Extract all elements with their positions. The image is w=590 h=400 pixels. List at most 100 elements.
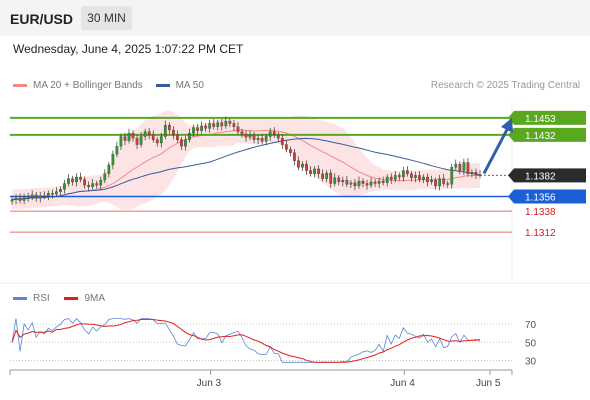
candle-body: [220, 122, 224, 127]
legend-swatch-rsi: [13, 296, 27, 300]
candle-body: [91, 183, 95, 187]
candle-body: [309, 170, 312, 174]
candle-body: [293, 152, 296, 161]
ma50-line: [11, 137, 481, 201]
candle-body: [373, 181, 377, 184]
candle-body: [176, 134, 179, 140]
candle-body: [55, 191, 58, 195]
candle-body: [99, 180, 103, 186]
candle-body: [135, 137, 139, 145]
candle-body: [252, 134, 256, 140]
candle-body: [46, 193, 50, 197]
candle-body: [95, 183, 99, 186]
price-badge-1.1453: [514, 110, 586, 125]
candle-body: [240, 131, 244, 135]
candle-body: [329, 172, 333, 184]
time-tick-label-Jun 4: Jun 4: [390, 378, 415, 389]
candle-body: [289, 149, 292, 153]
candle-body: [397, 175, 401, 178]
candle-body: [172, 129, 175, 136]
legend-ma20-label: MA 20 + Bollinger Bands: [33, 80, 143, 91]
candle-body: [357, 180, 361, 187]
candle-body: [478, 174, 482, 176]
candle-body: [212, 123, 216, 127]
candle-body: [167, 124, 171, 131]
candle-body: [276, 134, 280, 139]
candle-body: [446, 183, 450, 185]
candle-body: [22, 196, 26, 201]
candle-body: [216, 122, 220, 127]
candle-body: [14, 197, 18, 200]
candle-body: [67, 178, 70, 184]
candle-body: [313, 168, 316, 174]
candle-body: [131, 133, 135, 139]
legend-swatch-ma20: [13, 83, 27, 87]
candle-body: [139, 136, 143, 145]
price-label-1.1453: 1.1453: [525, 114, 556, 125]
candle-body: [381, 180, 385, 183]
rsi-line: [11, 318, 481, 363]
candle-body: [353, 182, 357, 187]
candle-body: [111, 154, 115, 166]
price-label-1.1432: 1.1432: [525, 131, 556, 142]
timeframe-badge[interactable]: 30 MIN: [81, 6, 132, 30]
candle-body: [42, 195, 46, 197]
candle-body: [75, 176, 78, 183]
candle-body: [430, 180, 433, 183]
legend-rsi-label: RSI: [33, 293, 50, 304]
candle-body: [18, 197, 22, 201]
candle-body: [410, 173, 413, 178]
candle-body: [325, 172, 329, 179]
candle-body: [180, 139, 183, 147]
candle-body: [268, 131, 272, 137]
forecast-arrow-shaft: [482, 125, 511, 175]
price-label-1.1382: 1.1382: [525, 171, 556, 182]
candle-body: [466, 162, 470, 174]
candle-body: [345, 180, 349, 185]
candle-body: [401, 170, 405, 178]
candle-body: [119, 136, 123, 147]
candle-body: [361, 180, 365, 184]
price-pointer-1.1453: [508, 110, 514, 125]
candle-body: [184, 139, 187, 147]
candle-body: [256, 137, 260, 140]
candle-body: [470, 172, 474, 174]
candle-body: [462, 162, 466, 171]
candle-body: [349, 182, 353, 185]
candle-body: [228, 120, 232, 124]
candle-body: [385, 176, 389, 183]
forecast-arrowhead: [501, 117, 513, 133]
credit-text: Research © 2025 Trading Central: [430, 80, 580, 91]
candle-body: [10, 199, 14, 202]
candle-body: [103, 173, 107, 181]
candle-body: [79, 176, 82, 180]
candle-body: [458, 163, 462, 171]
candle-body: [87, 184, 91, 187]
candle-body: [284, 144, 288, 150]
candle-body: [159, 136, 163, 144]
candle-body: [260, 137, 264, 142]
candle-body: [83, 179, 86, 186]
candle-body: [422, 176, 425, 180]
candle-body: [369, 181, 373, 186]
candle-body: [248, 134, 252, 138]
candle-body: [26, 196, 30, 198]
time-tick-label-Jun 3: Jun 3: [197, 378, 222, 389]
rsi-tick-30: 30: [525, 356, 537, 367]
candle-body: [115, 146, 119, 155]
candle-body: [244, 133, 248, 138]
candle-body: [204, 125, 208, 129]
candle-body: [450, 167, 454, 185]
candle-body: [377, 180, 381, 184]
candle-body: [192, 127, 195, 134]
candle-body: [317, 168, 320, 174]
candle-body: [365, 183, 369, 186]
candle-body: [442, 178, 446, 184]
candle-body: [426, 176, 429, 183]
candle-body: [232, 123, 236, 127]
candle-body: [59, 189, 62, 192]
price-legend: MA 20 + Bollinger Bands MA 50: [13, 80, 204, 91]
candle-body: [50, 193, 54, 195]
legend-ma50-label: MA 50: [175, 80, 204, 91]
